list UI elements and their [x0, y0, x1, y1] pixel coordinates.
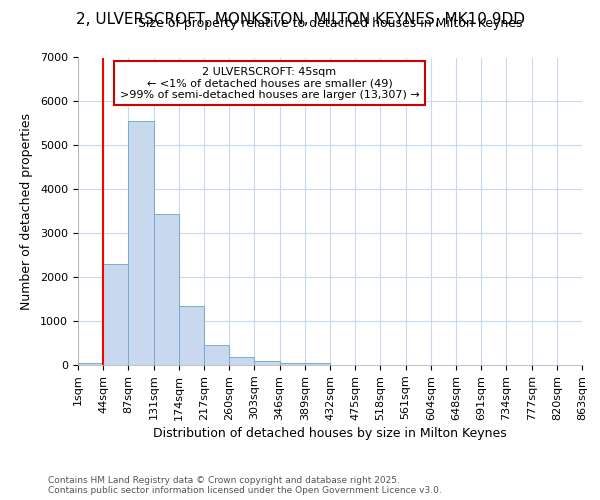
Bar	[128, 121, 154, 365]
Text: 2, ULVERSCROFT, MONKSTON, MILTON KEYNES, MK10 9DD: 2, ULVERSCROFT, MONKSTON, MILTON KEYNES,…	[76, 12, 524, 28]
Bar	[305, 363, 330, 365]
Bar	[280, 362, 305, 365]
Bar	[78, 363, 103, 365]
Title: Size of property relative to detached houses in Milton Keynes: Size of property relative to detached ho…	[138, 17, 522, 30]
Bar	[229, 358, 254, 365]
Bar	[103, 264, 128, 365]
Text: 2 ULVERSCROFT: 45sqm
← <1% of detached houses are smaller (49)
>99% of semi-deta: 2 ULVERSCROFT: 45sqm ← <1% of detached h…	[119, 66, 419, 100]
Bar	[154, 214, 179, 365]
Bar	[179, 306, 204, 365]
Bar	[254, 361, 280, 365]
Y-axis label: Number of detached properties: Number of detached properties	[20, 113, 33, 310]
Bar	[204, 344, 229, 365]
X-axis label: Distribution of detached houses by size in Milton Keynes: Distribution of detached houses by size …	[153, 427, 507, 440]
Text: Contains HM Land Registry data © Crown copyright and database right 2025.
Contai: Contains HM Land Registry data © Crown c…	[48, 476, 442, 495]
